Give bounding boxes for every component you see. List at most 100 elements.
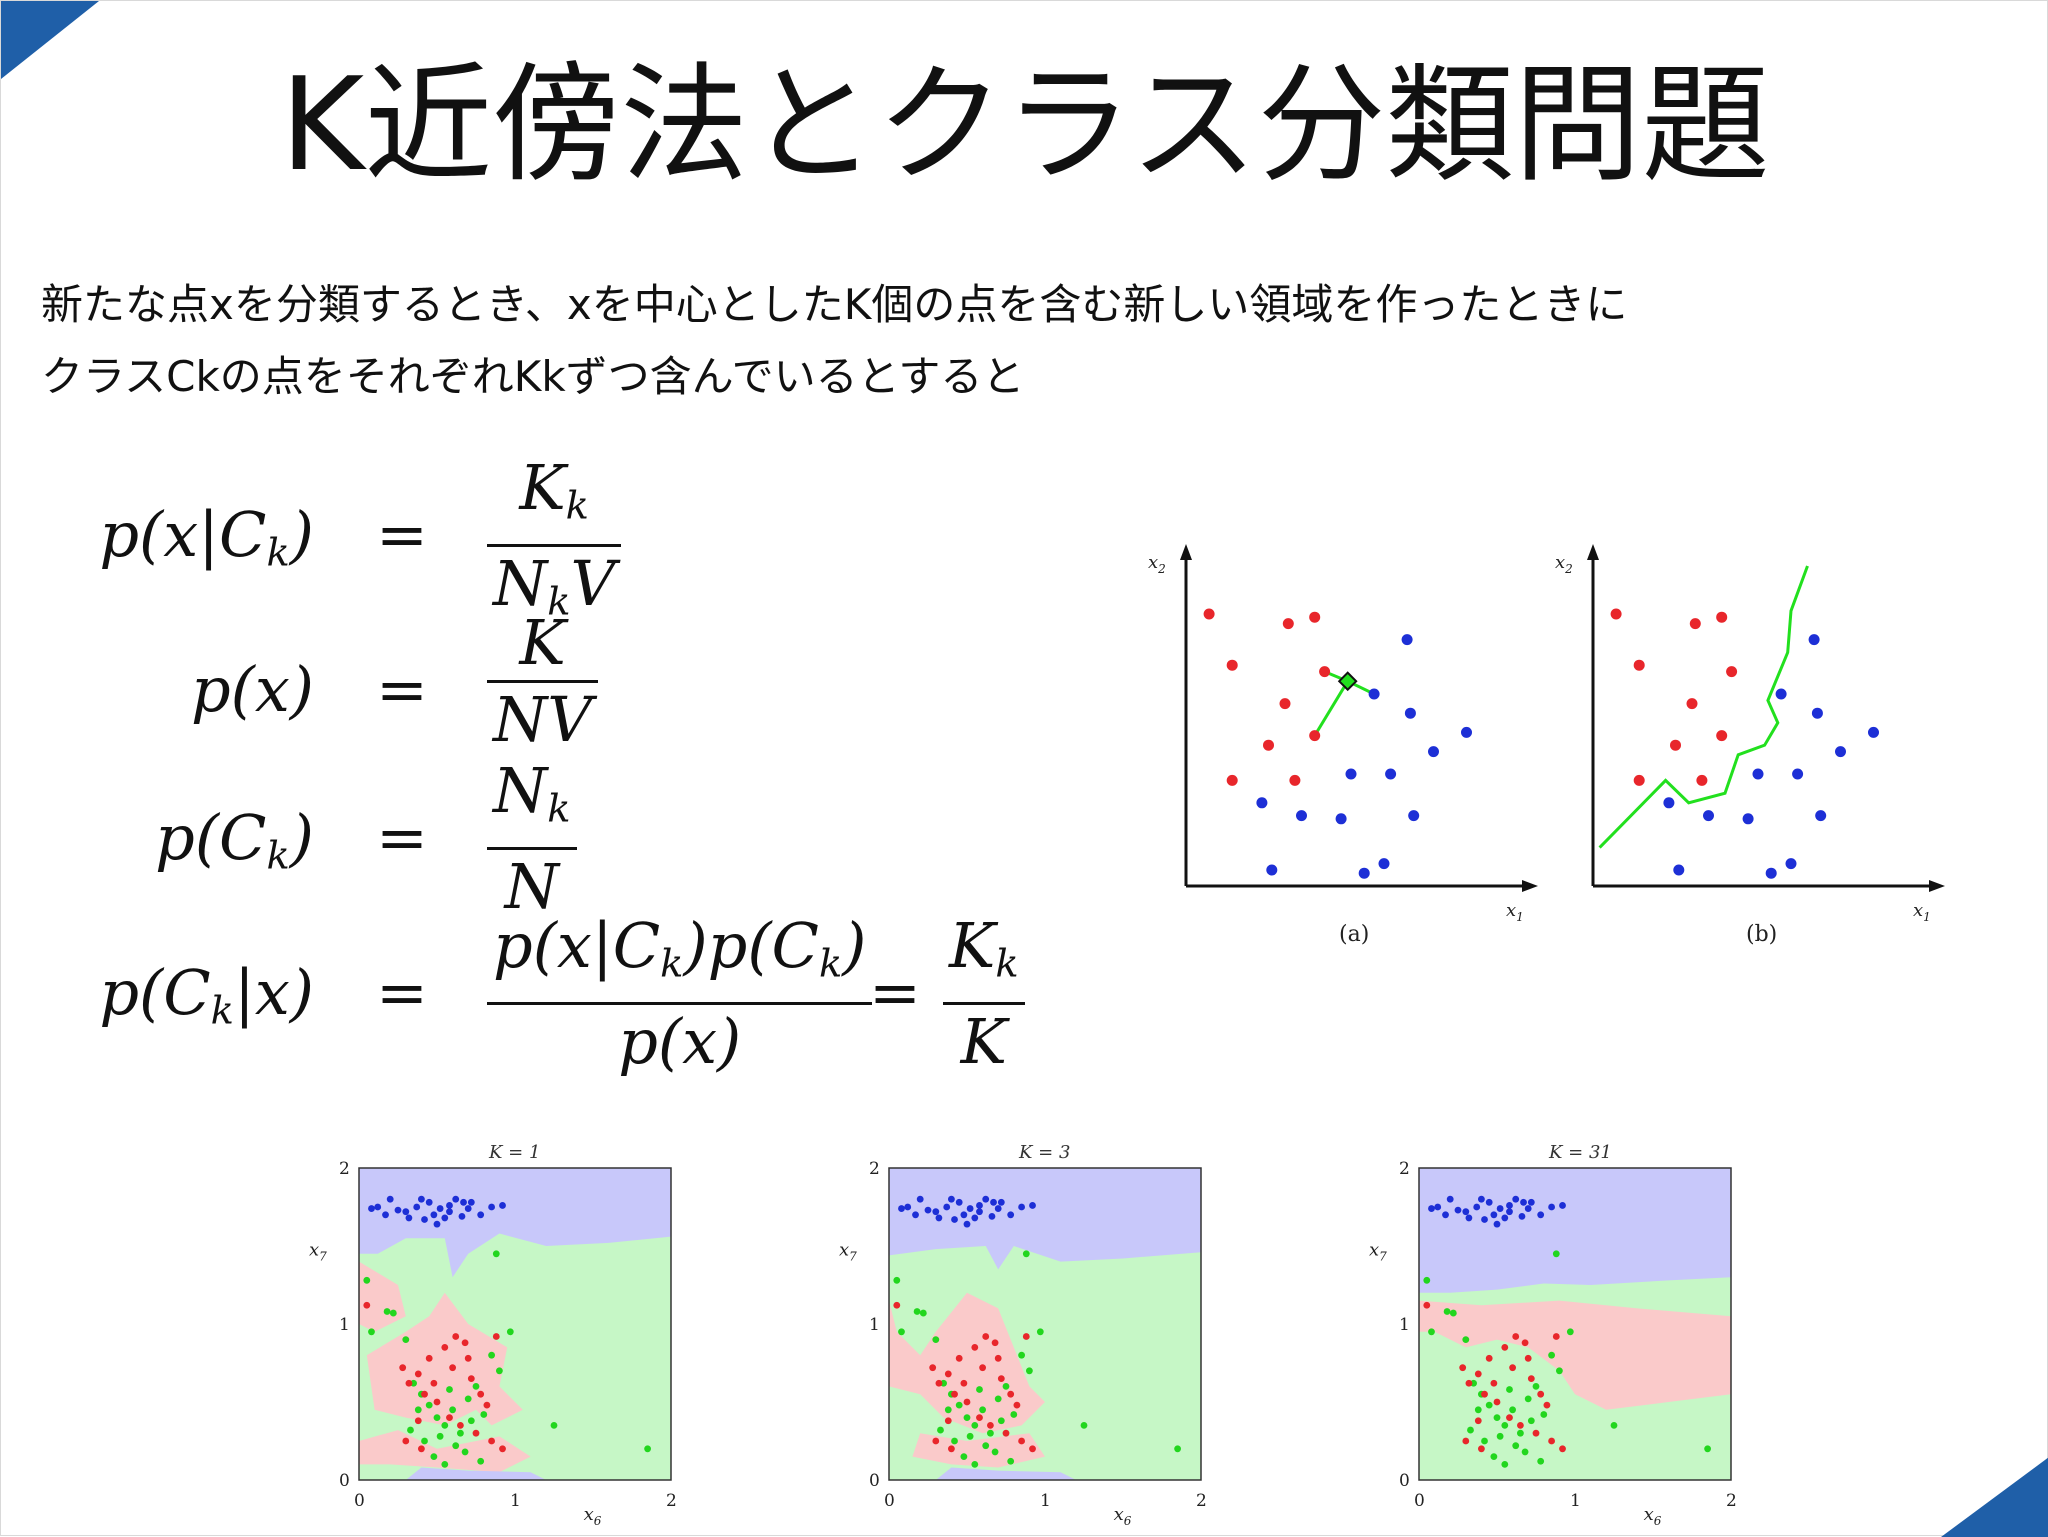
red-point: [1501, 1344, 1509, 1351]
blue-point: [402, 1208, 410, 1216]
green-point: [1501, 1422, 1509, 1429]
green-point: [1443, 1308, 1451, 1315]
blue-point: [1792, 768, 1804, 780]
blue-point: [1378, 858, 1390, 870]
green-point: [937, 1426, 944, 1434]
blue-point: [912, 1211, 919, 1219]
green-point: [425, 1401, 433, 1409]
blue-point: [374, 1203, 382, 1211]
y-axis-label: x2: [1555, 552, 1573, 576]
green-point: [488, 1351, 495, 1359]
scatter-panel-2: x1 x2 (b): [1555, 544, 1945, 947]
green-point: [441, 1461, 449, 1468]
region-blue-bottom: [405, 1467, 547, 1480]
green-point: [966, 1432, 974, 1440]
decision-boundary: [1598, 565, 1809, 849]
x-tick-label: 2: [1726, 1491, 1737, 1511]
green-point: [898, 1328, 905, 1336]
green-point: [944, 1406, 952, 1414]
red-point: [1226, 659, 1238, 671]
green-point: [1556, 1367, 1563, 1375]
blue-point: [1501, 1214, 1509, 1222]
green-point: [1548, 1351, 1555, 1359]
neighbour-line: [1313, 680, 1349, 737]
region-blue: [359, 1168, 671, 1278]
green-point: [1007, 1457, 1015, 1465]
red-point: [1459, 1364, 1467, 1372]
green-point: [1080, 1422, 1088, 1429]
green-point: [477, 1457, 485, 1465]
region-red: [1419, 1300, 1731, 1410]
scatter-figure: x1 x2 (a) x1 x2 (b): [1141, 531, 1961, 961]
green-point: [1610, 1422, 1618, 1429]
blue-point: [994, 1205, 1002, 1212]
green-point: [1506, 1386, 1513, 1393]
blue-point: [421, 1216, 428, 1223]
panel-title: K = 31: [1548, 1142, 1612, 1163]
red-point: [446, 1414, 453, 1421]
red-point: [1423, 1301, 1431, 1309]
green-point: [492, 1250, 500, 1258]
blue-point: [1408, 810, 1420, 822]
blue-point: [458, 1212, 466, 1220]
green-point: [1537, 1457, 1545, 1465]
blue-point: [1785, 858, 1797, 870]
y-tick-label: 2: [869, 1159, 880, 1179]
knn-figure-svg: K = 1 0 1 2 0 1 2 x6 x7 K = 3 0 1 2 0 1 2 x6 x7 K = 31 0 1 2 0…: [309, 1142, 1737, 1528]
plot-frame: [888, 1167, 1202, 1481]
red-point: [414, 1370, 422, 1378]
equation-3-equals: =: [376, 801, 428, 874]
y-axis-label: x7: [1369, 1239, 1387, 1263]
green-point: [963, 1414, 971, 1421]
panel-title: K = 3: [1018, 1142, 1070, 1163]
blue-point: [1446, 1195, 1454, 1203]
blue-point: [966, 1205, 974, 1212]
red-point: [1686, 698, 1698, 710]
x-axis-label: x1: [1913, 900, 1931, 924]
red-point: [1527, 1375, 1535, 1382]
blue-point: [955, 1198, 963, 1206]
green-point: [402, 1336, 410, 1343]
y-axis-label: x2: [1148, 552, 1166, 576]
red-point: [1203, 608, 1215, 620]
red-point: [1521, 1339, 1529, 1347]
green-point: [919, 1309, 927, 1317]
blue-point: [1473, 1203, 1481, 1211]
x-tick-label: 2: [666, 1491, 677, 1511]
green-point: [951, 1437, 958, 1445]
blue-point: [1506, 1208, 1513, 1216]
plot-frame: [358, 1167, 672, 1481]
red-point: [1490, 1379, 1498, 1387]
green-point: [1552, 1250, 1560, 1258]
red-point: [1543, 1401, 1551, 1409]
blue-point: [1404, 707, 1416, 719]
plot-frame: [1418, 1167, 1732, 1481]
red-point: [994, 1354, 1002, 1362]
x-axis-arrow: [1929, 880, 1945, 892]
green-point: [971, 1422, 979, 1429]
blue-point: [1478, 1195, 1485, 1203]
red-point: [1696, 774, 1708, 786]
red-point: [430, 1379, 438, 1387]
green-point: [932, 1336, 940, 1343]
red-point: [1524, 1354, 1532, 1362]
blue-point: [1401, 634, 1413, 646]
blue-point: [1368, 688, 1380, 700]
red-point: [1610, 608, 1622, 620]
blue-point: [1527, 1198, 1535, 1206]
red-point: [1013, 1401, 1021, 1409]
red-point: [492, 1333, 500, 1340]
red-point: [1279, 698, 1291, 710]
red-point: [1548, 1437, 1555, 1445]
blue-point: [418, 1195, 425, 1203]
y-axis-arrow: [1180, 544, 1192, 560]
blue-point: [1345, 768, 1357, 780]
x-tick-label: 0: [1414, 1491, 1425, 1511]
green-point: [1022, 1250, 1030, 1258]
red-point: [399, 1364, 407, 1372]
y-axis-label: x7: [309, 1239, 327, 1263]
blue-point: [1559, 1202, 1566, 1209]
blue-point: [1256, 797, 1268, 809]
blue-point: [460, 1198, 467, 1206]
